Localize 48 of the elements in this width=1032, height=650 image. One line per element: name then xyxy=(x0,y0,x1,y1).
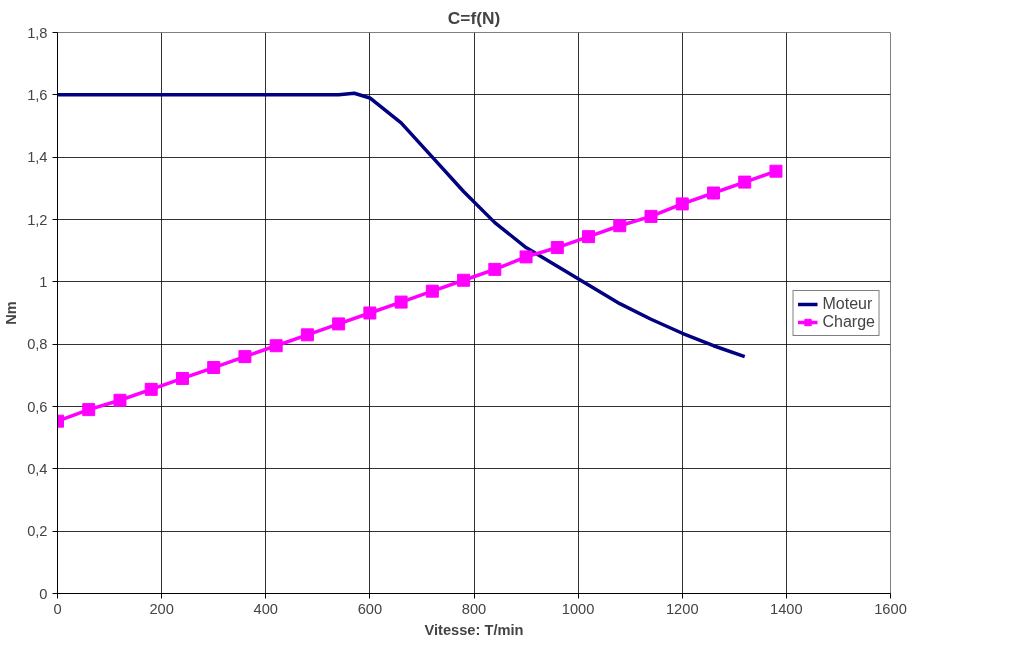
point xyxy=(144,382,158,396)
point xyxy=(488,262,502,276)
point xyxy=(175,371,189,385)
y-tick-label: 0,6 xyxy=(27,398,48,415)
y-tick-label: 0,8 xyxy=(27,336,48,353)
x-tick-label: 200 xyxy=(149,600,174,617)
point xyxy=(644,209,658,223)
x-tick-label: 800 xyxy=(461,600,487,617)
y-tick-label: 0,4 xyxy=(27,460,48,477)
point xyxy=(582,230,596,244)
point xyxy=(550,241,564,255)
line-series xyxy=(57,91,747,359)
chart-title: C=f(N) xyxy=(447,7,501,28)
y-tick-label: 1,4 xyxy=(27,149,48,166)
point xyxy=(82,403,96,417)
point xyxy=(269,339,283,353)
point xyxy=(300,328,314,342)
x-tick-label: 0 xyxy=(53,600,62,617)
y-tick-label: 0,2 xyxy=(27,523,48,540)
point xyxy=(675,197,689,211)
point xyxy=(207,361,221,375)
x-tick-label: 1000 xyxy=(561,600,595,617)
legend-label: Charge xyxy=(822,312,875,331)
y-axis-title: Nm xyxy=(3,301,20,325)
point xyxy=(457,273,471,287)
y-tick-label: 1,8 xyxy=(27,24,48,41)
point xyxy=(238,350,252,364)
x-tick-label: 400 xyxy=(253,600,278,617)
x-tick-label: 1600 xyxy=(874,600,907,617)
point xyxy=(332,317,346,331)
point xyxy=(113,393,127,407)
y-tick-label: 0 xyxy=(39,585,48,602)
y-tick-label: 1,2 xyxy=(27,211,48,228)
x-axis-title: Vitesse: T/min xyxy=(424,621,524,638)
x-tick-label: 600 xyxy=(357,600,383,617)
point xyxy=(738,175,752,189)
point xyxy=(769,164,783,178)
point xyxy=(363,306,377,320)
point xyxy=(613,219,627,233)
x-tick-label: 1200 xyxy=(665,600,699,617)
legend-label: Moteur xyxy=(822,294,873,313)
point xyxy=(394,295,408,309)
point xyxy=(425,284,439,298)
y-tick-label: 1 xyxy=(39,273,48,290)
point xyxy=(519,250,533,264)
x-tick-label: 1400 xyxy=(770,600,803,617)
y-tick-label: 1,6 xyxy=(27,86,48,103)
point xyxy=(706,186,720,200)
